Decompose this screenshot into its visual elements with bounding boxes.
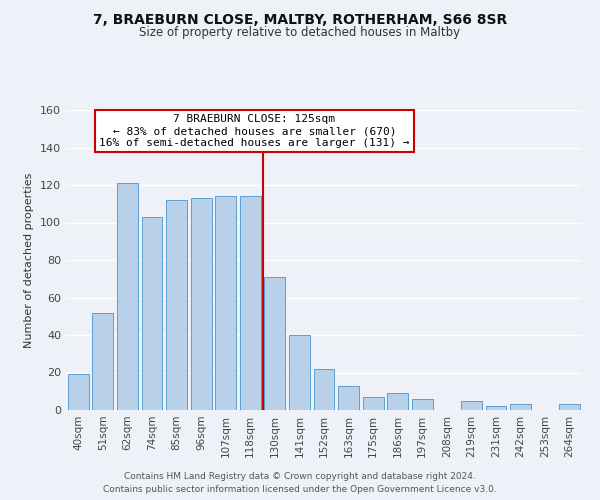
Bar [92, 312, 113, 410]
Bar [240, 196, 261, 410]
Bar [412, 399, 433, 410]
Text: Contains public sector information licensed under the Open Government Licence v3: Contains public sector information licen… [103, 485, 497, 494]
Bar [142, 217, 163, 410]
Text: 7 BRAEBURN CLOSE: 125sqm
← 83% of detached houses are smaller (670)
16% of semi-: 7 BRAEBURN CLOSE: 125sqm ← 83% of detach… [99, 114, 410, 148]
Bar [68, 374, 89, 410]
Y-axis label: Number of detached properties: Number of detached properties [25, 172, 34, 348]
Bar [314, 369, 334, 410]
Bar [191, 198, 212, 410]
Bar [461, 400, 482, 410]
Text: Contains HM Land Registry data © Crown copyright and database right 2024.: Contains HM Land Registry data © Crown c… [124, 472, 476, 481]
Bar [387, 393, 408, 410]
Bar [166, 200, 187, 410]
Text: 7, BRAEBURN CLOSE, MALTBY, ROTHERHAM, S66 8SR: 7, BRAEBURN CLOSE, MALTBY, ROTHERHAM, S6… [93, 12, 507, 26]
Bar [117, 183, 138, 410]
Bar [289, 335, 310, 410]
Text: Size of property relative to detached houses in Maltby: Size of property relative to detached ho… [139, 26, 461, 39]
Bar [510, 404, 531, 410]
Bar [362, 397, 383, 410]
Bar [485, 406, 506, 410]
Bar [338, 386, 359, 410]
Bar [559, 404, 580, 410]
Bar [215, 196, 236, 410]
Bar [265, 277, 286, 410]
